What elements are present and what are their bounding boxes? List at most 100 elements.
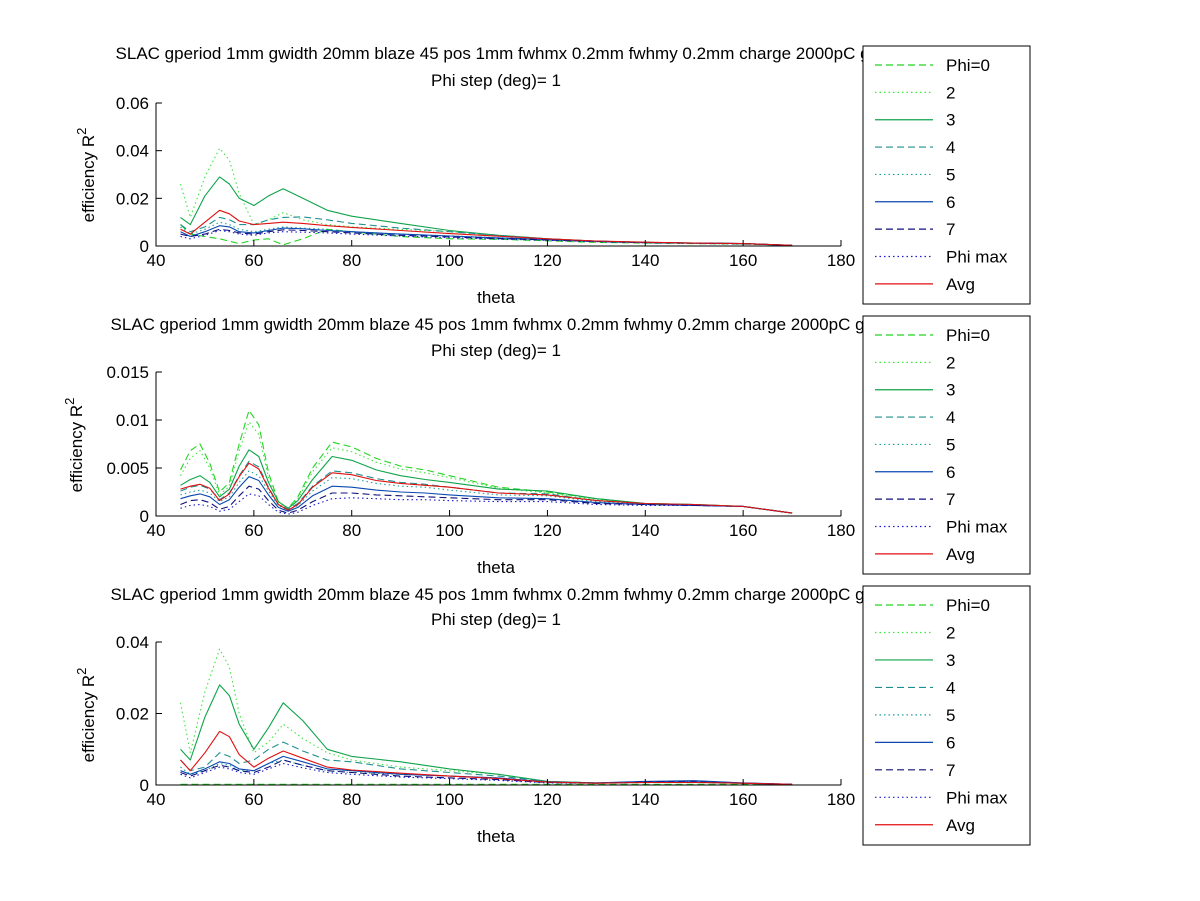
- legend-entry-label: 4: [946, 408, 955, 427]
- subplot-1-subtitle: Phi step (deg)= 1: [431, 71, 561, 90]
- legend-entry-label: Phi=0: [946, 596, 990, 615]
- subplot-2-y-tick-label: 0.005: [106, 459, 149, 478]
- legend-entry-label: 4: [946, 138, 955, 157]
- legend-entry-label: 6: [946, 733, 955, 752]
- legend-entry-label: 5: [946, 706, 955, 725]
- subplot-2-x-tick-label: 100: [435, 521, 463, 540]
- legend-entry-label: Phi max: [946, 788, 1008, 807]
- subplot-1-series-line-9: [180, 209, 793, 246]
- legend-entry-label: Phi=0: [946, 326, 990, 345]
- subplot-3-series-line-6: [180, 755, 793, 785]
- subplot-1-x-tick-label: 60: [244, 251, 263, 270]
- subplot-2-x-tick-label: 120: [533, 521, 561, 540]
- legend-box: [862, 315, 1031, 575]
- subplot-2-legend: Phi=0 2 3 4 5 6 7 Phi max Avg: [862, 315, 1031, 575]
- subplot-2-x-tick-label: 60: [244, 521, 263, 540]
- subplot-1-x-axis-label: theta: [477, 288, 515, 307]
- subplot-2-x-tick-label: 160: [729, 521, 757, 540]
- subplot-2-series-line-9: [180, 462, 793, 514]
- subplot-1-legend: Phi=0 2 3 4 5 6 7 Phi max Avg: [862, 45, 1031, 305]
- subplot-2-series-line-3: [180, 449, 793, 514]
- subplot-3-legend: Phi=0 2 3 4 5 6 7 Phi max Avg: [862, 585, 1031, 846]
- legend-entry-label: 2: [946, 83, 955, 102]
- legend-entry-label: 3: [946, 111, 955, 130]
- subplot-2-x-tick-label: 140: [631, 521, 659, 540]
- legend-entry-label: Avg: [946, 816, 975, 835]
- subplot-3-x-tick-label: 80: [342, 790, 361, 809]
- legend-box: [862, 585, 1031, 846]
- subplot-3-x-tick-label: 60: [244, 790, 263, 809]
- subplot-1-y-axis-label-superscript: 2: [74, 128, 89, 135]
- subplot-2-plot-area: 40 60 80 100 120 140 160 180 0 0.005 0.01 0.015: [106, 363, 855, 540]
- subplot-2-y-tick-label: 0.01: [116, 411, 149, 430]
- subplot-3-y-axis-label: efficiency R2: [74, 668, 98, 763]
- legend-entry-label: Phi max: [946, 517, 1008, 536]
- subplot-3-title: SLAC gperiod 1mm gwidth 20mm blaze 45 po…: [111, 585, 970, 604]
- legend-entry-label: 5: [946, 435, 955, 454]
- subplot-3-x-tick-label: 180: [827, 790, 855, 809]
- subplot-2-y-axis-label-text: efficiency R: [67, 405, 86, 493]
- legend-entry-label: 7: [946, 490, 955, 509]
- subplot-3-subtitle: Phi step (deg)= 1: [431, 610, 561, 629]
- subplot-3-x-tick-label: 140: [631, 790, 659, 809]
- subplot-1-x-tick-label: 80: [342, 251, 361, 270]
- subplot-3-x-tick-label: 120: [533, 790, 561, 809]
- subplot-1-y-tick-label: 0.02: [116, 189, 149, 208]
- subplot-3-x-axis-label: theta: [477, 827, 515, 846]
- legend-entry-label: Avg: [946, 545, 975, 564]
- subplot-2-y-axis-label-superscript: 2: [62, 398, 77, 405]
- subplot-2-subtitle: Phi step (deg)= 1: [431, 341, 561, 360]
- legend-entry-label: 7: [946, 220, 955, 239]
- subplot-3-series-line-4: [180, 741, 793, 785]
- legend-entry-label: 3: [946, 381, 955, 400]
- subplot-1-y-tick-label: 0.04: [116, 142, 149, 161]
- subplot-2-series-line-6: [180, 476, 793, 514]
- subplot-1-plot-area: 40 60 80 100 120 140 160 180 0 0.02 0.04 0.06: [116, 94, 855, 270]
- legend-entry-label: 5: [946, 165, 955, 184]
- subplot-3-y-tick-label: 0: [140, 776, 149, 795]
- subplot-2-x-axis-label: theta: [477, 558, 515, 577]
- legend-entry-label: 2: [946, 353, 955, 372]
- legend-entry-label: 6: [946, 463, 955, 482]
- subplot-2-y-tick-label: 0.015: [106, 363, 149, 382]
- subplot-2-series-line-5: [180, 470, 793, 514]
- subplot-1-y-tick-label: 0.06: [116, 94, 149, 113]
- subplot-3-y-axis-label-superscript: 2: [74, 668, 89, 675]
- legend-entry-label: 4: [946, 678, 955, 697]
- subplot-1-y-axis-label: efficiency R2: [74, 128, 98, 223]
- legend-entry-label: 2: [946, 623, 955, 642]
- subplot-2-title: SLAC gperiod 1mm gwidth 20mm blaze 45 po…: [111, 315, 970, 334]
- legend-entry-label: Avg: [946, 275, 975, 294]
- subplot-3-y-tick-label: 0.02: [116, 705, 149, 724]
- subplot-1-y-tick-label: 0: [140, 237, 149, 256]
- subplot-3: SLAC gperiod 1mm gwidth 20mm blaze 45 po…: [74, 585, 969, 846]
- subplot-1-x-tick-label: 180: [827, 251, 855, 270]
- legend-entry-label: Phi max: [946, 247, 1008, 266]
- subplot-1-x-tick-label: 160: [729, 251, 757, 270]
- subplot-2-y-axis-label: efficiency R2: [62, 398, 86, 493]
- subplot-2-x-tick-label: 80: [342, 521, 361, 540]
- legend-entry-label: 7: [946, 761, 955, 780]
- subplot-3-x-tick-label: 100: [435, 790, 463, 809]
- legend-entry-label: Phi=0: [946, 56, 990, 75]
- subplot-2-x-tick-label: 180: [827, 521, 855, 540]
- subplot-2-x-tick-label: 40: [147, 521, 166, 540]
- subplot-1: SLAC gperiod 1mm gwidth 20mm blaze 45 po…: [74, 44, 974, 307]
- legend-box: [862, 45, 1031, 305]
- subplot-1-y-axis-label-text: efficiency R: [79, 135, 98, 223]
- subplot-1-x-tick-label: 140: [631, 251, 659, 270]
- subplot-1-x-tick-label: 100: [435, 251, 463, 270]
- subplot-1-title: SLAC gperiod 1mm gwidth 20mm blaze 45 po…: [116, 44, 975, 63]
- legends: Phi=0 2 3 4 5 6 7 Phi max Avg Phi=0 2 3 4 5 6 7 Phi max A…: [862, 45, 1031, 846]
- subplot-2-series-line-2: [180, 421, 793, 514]
- legend-entry-label: 6: [946, 193, 955, 212]
- subplot-3-x-tick-label: 160: [729, 790, 757, 809]
- subplot-1-series-line-8: [180, 229, 793, 246]
- subplot-3-x-tick-label: 40: [147, 790, 166, 809]
- subplot-1-series-line-7: [180, 228, 793, 246]
- subplot-1-x-tick-label: 120: [533, 251, 561, 270]
- subplot-3-y-axis-label-text: efficiency R: [79, 675, 98, 763]
- subplot-3-series-line-9: [180, 730, 793, 785]
- subplot-2: SLAC gperiod 1mm gwidth 20mm blaze 45 po…: [62, 315, 969, 577]
